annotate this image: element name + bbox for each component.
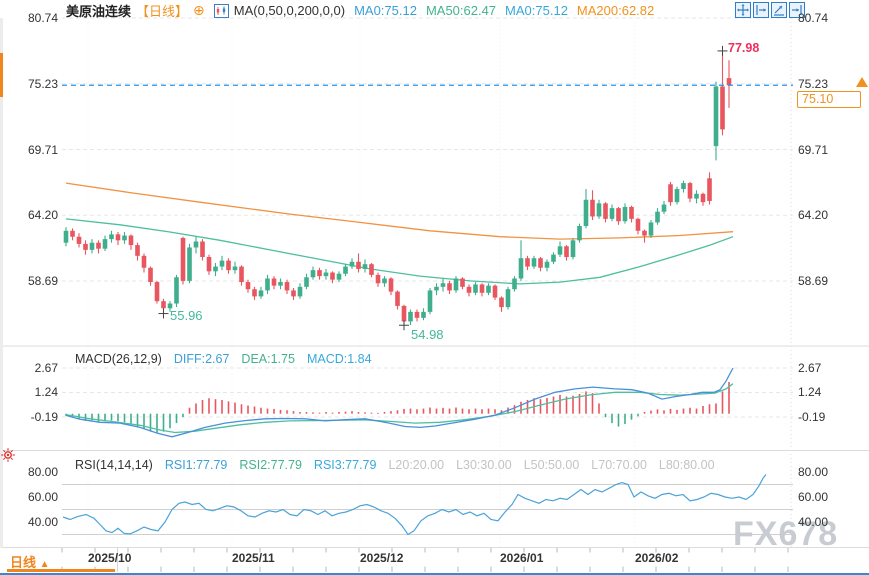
low-price-annotation-2: 54.98 (411, 327, 444, 342)
date-axis-label: 2025/12 (360, 551, 404, 565)
price-axis-label-right: 64.20 (798, 208, 829, 223)
rsi-level-label: L30:30.00 (456, 458, 512, 472)
rsi-axis-label-left: 40.00 (27, 515, 58, 529)
price-axis-label-left: 80.74 (27, 11, 58, 25)
date-axis-label: 2026/02 (635, 551, 679, 565)
ma0b-value: MA0:75.12 (505, 3, 568, 18)
rsi2-value: RSI2:77.79 (239, 458, 302, 472)
rsi3-value: RSI3:77.79 (313, 458, 377, 472)
rsi-level-label: L50:50.00 (523, 458, 580, 472)
window-bottom-border (0, 572, 869, 575)
fx678-watermark: FX678 (733, 515, 839, 553)
rsi-level-label: L80:80.00 (658, 458, 715, 472)
dea-line (65, 383, 734, 434)
macd-panel-header[interactable]: MACD(26,12,9) DIFF:2.67 DEA:1.75 MACD:1.… (75, 352, 372, 366)
period-label: 日线 (10, 555, 37, 570)
price-axis-label-left: 75.23 (27, 76, 58, 91)
ma50-value: MA50:62.47 (425, 3, 497, 18)
diff-line (65, 367, 734, 438)
date-axis-label: 2026/01 (500, 551, 544, 565)
symbol-name: 美原油连续 (66, 4, 132, 19)
high-price-annotation: 77.98 (728, 41, 760, 55)
hot-alert-icon[interactable] (0, 446, 18, 464)
kline-style-icon[interactable] (213, 3, 229, 18)
reset-view-icon[interactable] (789, 2, 805, 18)
low-price-annotation-1: 55.96 (170, 308, 203, 323)
rsi-axis-label-right: 40.00 (798, 515, 829, 529)
rsi-panel-header[interactable]: RSI(14,14,14) RSI1:77.79 RSI2:77.79 RSI3… (75, 458, 715, 472)
ma50-line (65, 218, 734, 285)
left-scroll-strip[interactable] (0, 18, 3, 548)
left-scroll-thumb[interactable] (0, 53, 3, 97)
period-active-underline (7, 569, 115, 572)
price-axis-label-right: 75.23 (798, 76, 829, 91)
rsi-level-labels: L20:20.00 L30:30.00 L50:50.00 L70:70.00 L80:… (388, 458, 714, 472)
macd-axis-label-right: 2.67 (798, 360, 822, 375)
add-indicator-icon[interactable]: ⊕ (193, 2, 205, 18)
rsi-level-label: L70:70.00 (591, 458, 647, 472)
macd-axis-label-left: 2.67 (34, 360, 58, 375)
macd-axis-label-left: 1.24 (34, 385, 58, 400)
macd-axis-label-right: -0.19 (798, 409, 826, 424)
jump-to-latest-button[interactable] (856, 77, 868, 87)
date-axis-label: 2025/10 (88, 551, 132, 565)
rsi-level-label: L20:20.00 (388, 458, 445, 472)
rsi-line (62, 474, 767, 536)
price-axis-label-right: 80.74 (798, 11, 829, 25)
macd-dea-value: DEA:1.75 (241, 352, 295, 366)
rsi1-value: RSI1:77.79 (164, 458, 228, 472)
pane-toolbar (735, 2, 805, 18)
macd-title: MACD(26,12,9) (75, 352, 162, 366)
candles-group (63, 50, 732, 326)
zoom-y-icon[interactable] (771, 2, 787, 18)
macd-axis-label-left: -0.19 (30, 409, 58, 424)
ma200-line (65, 182, 734, 240)
ma0-value: MA0:75.12 (354, 3, 417, 18)
rsi-axis-label-left: 60.00 (27, 490, 58, 504)
rsi-axis-label-left: 80.00 (27, 465, 58, 479)
price-axis-label-left: 58.69 (27, 273, 58, 288)
period-selector[interactable]: 日线 ▲ (10, 552, 50, 571)
pan-icon[interactable] (735, 2, 751, 18)
rsi-title: RSI(14,14,14) (75, 458, 153, 472)
current-price-badge: 75.10 (797, 91, 861, 108)
price-axis-label-right: 58.69 (798, 273, 829, 288)
zoom-x-icon[interactable] (753, 2, 769, 18)
rsi-axis-label-right: 80.00 (798, 465, 829, 479)
macd-diff-value: DIFF:2.67 (173, 352, 230, 366)
price-axis-label-left: 69.71 (27, 142, 58, 157)
period-tag: 【日线】 (136, 4, 189, 19)
price-axis-label-left: 64.20 (27, 208, 58, 223)
bottom-bar-divider (117, 548, 118, 572)
rsi-axis-label-right: 60.00 (798, 490, 829, 504)
macd-macd-value: MACD:1.84 (306, 352, 372, 366)
ma200-value: MA200:62.82 (576, 3, 655, 18)
chart-header: 美原油连续 【日线】 ⊕ MA(0,50,0,200,0,0) MA0:75.1… (66, 1, 654, 20)
date-axis-label: 2025/11 (232, 551, 275, 565)
price-axis-label-right: 69.71 (798, 142, 829, 157)
macd-axis-label-right: 1.24 (798, 385, 822, 400)
period-arrow-icon: ▲ (39, 559, 50, 570)
ma-settings[interactable]: MA(0,50,0,200,0,0) (233, 3, 346, 18)
